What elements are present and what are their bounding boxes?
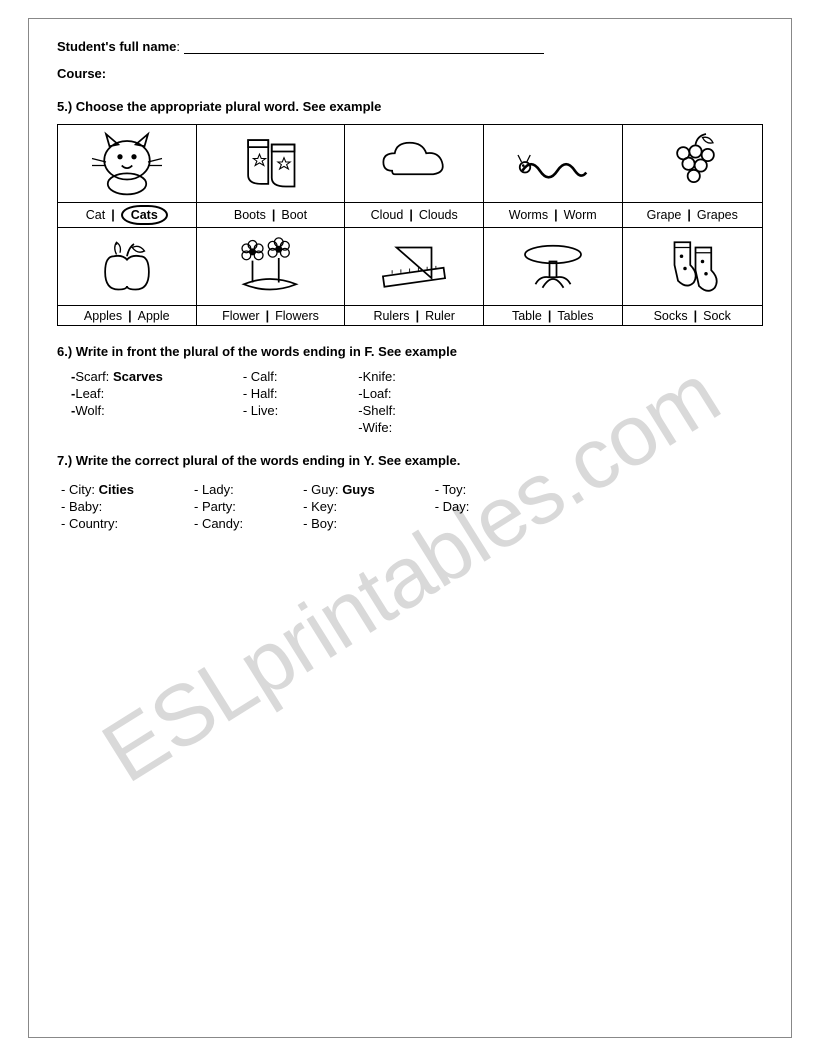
q6-item[interactable]: - Half:: [243, 386, 278, 401]
worm-icon: [508, 127, 598, 197]
q5-r1-0[interactable]: Cat|Cats: [58, 203, 197, 228]
q6-item[interactable]: -Shelf:: [358, 403, 396, 418]
q7-item[interactable]: - Toy:: [435, 482, 470, 497]
grapes-icon: [647, 127, 737, 197]
q6-item[interactable]: -Scarf: Scarves: [71, 369, 163, 384]
q7-title: 7.) Write the correct plural of the word…: [57, 453, 763, 468]
img-cat: [58, 125, 197, 203]
q7-item[interactable]: - City: Cities: [61, 482, 134, 497]
q5-r1-4[interactable]: Grape|Grapes: [622, 203, 762, 228]
q6-item[interactable]: -Wolf:: [71, 403, 163, 418]
q7-col1: - City: Cities - Baby: - Country:: [61, 482, 134, 531]
q7-col4: - Toy: - Day:: [435, 482, 470, 531]
q6-item[interactable]: -Leaf:: [71, 386, 163, 401]
q7-columns: - City: Cities - Baby: - Country: - Lady…: [61, 482, 763, 531]
q7-item[interactable]: - Baby:: [61, 499, 134, 514]
boots-icon: [225, 127, 315, 197]
img-apple: [58, 228, 197, 306]
q7-item[interactable]: - Lady:: [194, 482, 243, 497]
q7-item[interactable]: - Candy:: [194, 516, 243, 531]
q6-col1: -Scarf: Scarves -Leaf: -Wolf:: [71, 369, 163, 435]
img-worm: [483, 125, 622, 203]
table-icon: [508, 230, 598, 300]
q7-item[interactable]: - Guy: Guys: [303, 482, 375, 497]
q6-item[interactable]: -Loaf:: [358, 386, 396, 401]
q5-r1-2[interactable]: Cloud|Clouds: [345, 203, 484, 228]
q7-col3: - Guy: Guys - Key: - Boy:: [303, 482, 375, 531]
q6-title: 6.) Write in front the plural of the wor…: [57, 344, 763, 359]
cloud-icon: [369, 127, 459, 197]
img-socks: [622, 228, 762, 306]
q5-r2-3[interactable]: Table|Tables: [483, 306, 622, 326]
q5-r1-1[interactable]: Boots|Boot: [196, 203, 345, 228]
q6-item[interactable]: - Calf:: [243, 369, 278, 384]
q7-item[interactable]: - Boy:: [303, 516, 375, 531]
q5-r2-4[interactable]: Socks|Sock: [622, 306, 762, 326]
course-line: Course:: [57, 66, 763, 81]
name-label: Student's full name: [57, 39, 176, 54]
q6-item[interactable]: -Knife:: [358, 369, 396, 384]
flowers-icon: [225, 230, 315, 300]
q7-item[interactable]: - Day:: [435, 499, 470, 514]
q6-col2: - Calf: - Half: - Live:: [243, 369, 278, 435]
rulers-icon: [369, 230, 459, 300]
q7-item[interactable]: - Key:: [303, 499, 375, 514]
img-table: [483, 228, 622, 306]
cat-icon: [82, 127, 172, 197]
name-blank[interactable]: [184, 42, 544, 54]
worksheet-page: Student's full name: Course: 5.) Choose …: [28, 18, 792, 1038]
q5-r1-3[interactable]: Worms|Worm: [483, 203, 622, 228]
q6-columns: -Scarf: Scarves -Leaf: -Wolf: - Calf: - …: [71, 369, 763, 435]
q6-item[interactable]: - Live:: [243, 403, 278, 418]
q5-r2-1[interactable]: Flower|Flowers: [196, 306, 345, 326]
img-cloud: [345, 125, 484, 203]
socks-icon: [647, 230, 737, 300]
q7-item[interactable]: - Country:: [61, 516, 134, 531]
q7-col2: - Lady: - Party: - Candy:: [194, 482, 243, 531]
img-boots: [196, 125, 345, 203]
img-rulers: [345, 228, 484, 306]
q6-item[interactable]: -Wife:: [358, 420, 396, 435]
q5-r2-0[interactable]: Apples|Apple: [58, 306, 197, 326]
q5-r2-2[interactable]: Rulers|Ruler: [345, 306, 484, 326]
q6-col3: -Knife: -Loaf: -Shelf: -Wife:: [358, 369, 396, 435]
q5-table: Cat|Cats Boots|Boot Cloud|Clouds Worms|W…: [57, 124, 763, 326]
course-label: Course:: [57, 66, 106, 81]
q7-item[interactable]: - Party:: [194, 499, 243, 514]
img-grapes: [622, 125, 762, 203]
q5-title: 5.) Choose the appropriate plural word. …: [57, 99, 763, 114]
img-flowers: [196, 228, 345, 306]
apple-icon: [82, 230, 172, 300]
student-name-line: Student's full name:: [57, 39, 763, 54]
